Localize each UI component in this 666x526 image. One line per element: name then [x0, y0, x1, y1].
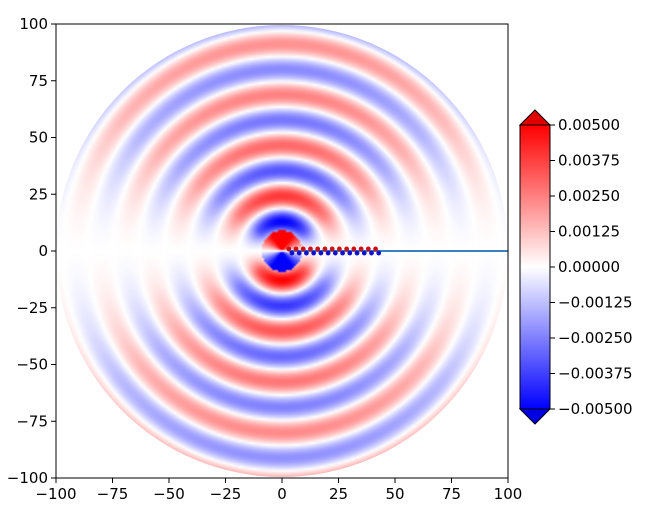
colorbar-gradient [519, 124, 551, 410]
wake-vortex [351, 246, 357, 252]
wake-vortex [369, 250, 374, 256]
colorbar-tick-label: 0.00125 [558, 223, 620, 241]
wake-vortex [315, 246, 321, 252]
wake-vortex [296, 250, 302, 256]
colorbar-tick-label: 0.00500 [558, 116, 620, 134]
y-tick-label: −25 [16, 299, 48, 317]
y-tick-label: −100 [7, 469, 48, 487]
wake-vortex [293, 246, 299, 252]
x-tick-label: −75 [97, 485, 129, 503]
colorbar-tick-label: 0.00000 [558, 258, 620, 276]
x-tick-label: 100 [494, 485, 523, 503]
colorbar-tick-label: −0.00125 [558, 294, 633, 312]
wake-vortex [376, 250, 382, 256]
wake-vortex [304, 250, 309, 256]
x-tick-label: 0 [277, 485, 287, 503]
y-tick-label: 25 [29, 185, 48, 203]
colorbar-tick-label: −0.00500 [558, 400, 633, 418]
wake-vortex [311, 250, 317, 256]
wake-vortex [300, 246, 306, 252]
wake-vortex [289, 250, 295, 256]
x-tick-label: 75 [442, 485, 461, 503]
wake-vortex [347, 250, 353, 256]
wake-vortex [365, 246, 371, 252]
colorbar-tick-label: 0.00250 [558, 187, 620, 205]
wake-vortex [344, 246, 350, 252]
x-tick-label: −100 [35, 485, 76, 503]
colorbar-ticks: 0.00500 0.00375 0.00250 0.00125 0.00000 −0.00… [550, 116, 633, 418]
x-tick-label: 25 [329, 485, 348, 503]
wake-vortex [332, 250, 338, 256]
y-tick-label: −50 [16, 356, 48, 374]
x-tick-label: −25 [210, 485, 242, 503]
y-axis: 100 75 50 25 0 −25 −50 −75 −100 [7, 15, 56, 487]
y-tick-label: −75 [16, 412, 48, 430]
x-tick-label: −50 [153, 485, 185, 503]
wake-vortex [373, 246, 378, 252]
y-tick-label: 50 [29, 129, 48, 147]
wake-vortex [329, 246, 335, 252]
colorbar-extend-top [518, 109, 552, 126]
colorbar-extend-bottom [518, 408, 552, 425]
x-tick-label: 50 [385, 485, 404, 503]
wake-region [286, 246, 508, 256]
wake-vortex [286, 246, 292, 252]
colorbar-tick-label: −0.00250 [558, 329, 633, 347]
colorbar-tick-label: 0.00375 [558, 152, 620, 170]
wake-vortex [325, 250, 331, 256]
wake-vortex [322, 246, 328, 252]
wake-vortex [354, 250, 360, 256]
y-tick-label: 100 [19, 15, 48, 33]
wake-vortex [358, 246, 364, 252]
y-tick-label: 75 [29, 72, 48, 90]
x-axis: −100 −75 −50 −25 0 25 50 75 100 [35, 478, 522, 503]
wake-vortex [308, 246, 313, 252]
wake-vortex [337, 246, 342, 252]
colorbar: 0.00500 0.00375 0.00250 0.00125 0.00000 −0.00… [518, 109, 633, 425]
wake-vortex [318, 250, 324, 256]
y-tick-label: 0 [38, 242, 48, 260]
wake-vortex [361, 250, 367, 256]
wake-vortex [340, 250, 345, 256]
colorbar-tick-label: −0.00375 [558, 365, 633, 383]
